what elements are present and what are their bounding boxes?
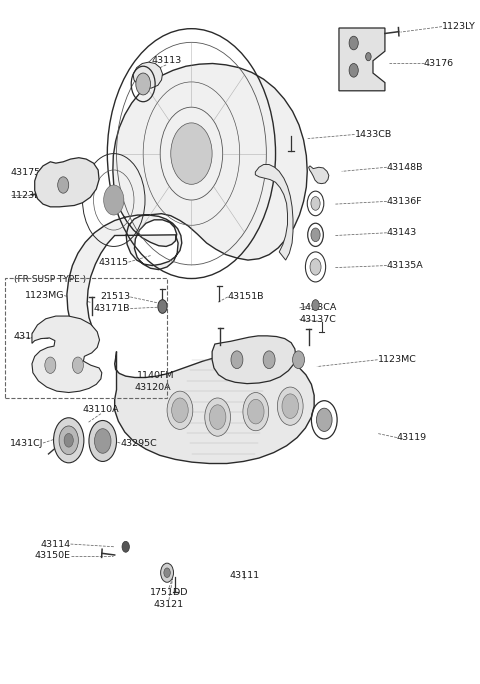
- Circle shape: [167, 391, 193, 430]
- Text: 43171B: 43171B: [94, 304, 130, 313]
- Polygon shape: [67, 64, 307, 328]
- Circle shape: [136, 73, 151, 95]
- Text: 1751DD: 1751DD: [150, 588, 188, 596]
- Text: 43151B: 43151B: [228, 293, 264, 302]
- Text: 21513: 21513: [100, 293, 130, 302]
- Circle shape: [349, 36, 358, 50]
- Text: 1123LX: 1123LX: [11, 191, 47, 200]
- Text: 43175: 43175: [10, 168, 40, 177]
- Text: 1123MG: 1123MG: [24, 291, 64, 300]
- Text: 43121E: 43121E: [13, 332, 49, 341]
- Polygon shape: [32, 316, 102, 393]
- Text: 1433CB: 1433CB: [355, 130, 392, 139]
- Text: 1123MC: 1123MC: [378, 355, 417, 365]
- Text: 43119: 43119: [397, 433, 427, 442]
- Polygon shape: [115, 352, 314, 464]
- Circle shape: [161, 563, 173, 582]
- Circle shape: [64, 434, 73, 447]
- Text: 1431CJ: 1431CJ: [10, 438, 43, 447]
- Circle shape: [311, 196, 320, 210]
- Circle shape: [248, 399, 264, 424]
- Circle shape: [59, 426, 78, 455]
- Text: 43136F: 43136F: [387, 197, 422, 206]
- Circle shape: [158, 300, 167, 313]
- Circle shape: [349, 64, 358, 77]
- Text: 43121: 43121: [154, 600, 184, 609]
- Text: 43120A: 43120A: [134, 382, 171, 391]
- Text: 43111: 43111: [229, 570, 259, 579]
- Circle shape: [205, 398, 230, 436]
- Circle shape: [104, 185, 124, 215]
- Circle shape: [231, 351, 243, 369]
- Circle shape: [122, 541, 130, 552]
- Circle shape: [72, 357, 84, 373]
- Text: 1140FM: 1140FM: [137, 371, 174, 380]
- Circle shape: [312, 300, 319, 311]
- Text: 43137C: 43137C: [300, 315, 336, 324]
- Polygon shape: [255, 165, 293, 260]
- Circle shape: [277, 387, 303, 425]
- Polygon shape: [35, 158, 99, 207]
- Text: 43110A: 43110A: [83, 405, 119, 414]
- Polygon shape: [133, 62, 162, 88]
- Text: 43143: 43143: [387, 228, 417, 237]
- Text: 43148B: 43148B: [387, 163, 423, 172]
- Circle shape: [366, 53, 371, 61]
- Circle shape: [164, 568, 170, 577]
- Circle shape: [282, 394, 299, 419]
- Text: 43150E: 43150E: [35, 551, 71, 560]
- Circle shape: [311, 228, 320, 241]
- Text: 1433CA: 1433CA: [300, 304, 337, 313]
- Text: 1123LY: 1123LY: [442, 22, 476, 31]
- Circle shape: [171, 123, 212, 184]
- Polygon shape: [309, 166, 329, 183]
- Circle shape: [243, 393, 269, 431]
- Text: 43113: 43113: [151, 56, 181, 65]
- Circle shape: [172, 398, 188, 423]
- Circle shape: [54, 418, 84, 463]
- Text: 43135A: 43135A: [387, 261, 423, 270]
- Polygon shape: [212, 336, 296, 384]
- Circle shape: [58, 176, 69, 193]
- Text: 43295C: 43295C: [120, 438, 157, 447]
- Text: (FR SUSP TYPE ): (FR SUSP TYPE ): [13, 276, 86, 285]
- Text: 43115: 43115: [98, 258, 129, 267]
- Polygon shape: [339, 28, 385, 91]
- Circle shape: [292, 351, 304, 369]
- Circle shape: [95, 429, 111, 453]
- Text: 43176: 43176: [423, 59, 454, 68]
- Circle shape: [89, 421, 117, 462]
- Text: 43114: 43114: [40, 540, 71, 549]
- Circle shape: [209, 405, 226, 430]
- Circle shape: [263, 351, 275, 369]
- Circle shape: [310, 259, 321, 275]
- Circle shape: [45, 357, 56, 373]
- Circle shape: [316, 408, 332, 432]
